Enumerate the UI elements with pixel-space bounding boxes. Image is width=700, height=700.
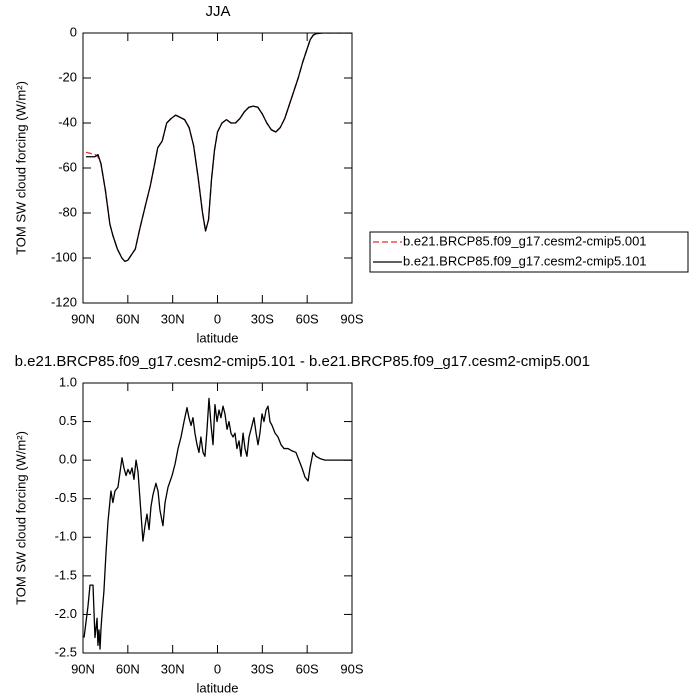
y-tick-label: -20	[58, 69, 77, 84]
series-line	[85, 33, 352, 263]
x-tick-label: 30N	[161, 311, 185, 326]
x-tick-label: 60N	[116, 661, 140, 676]
y-tick-label: -2.0	[55, 606, 77, 621]
plot-frame	[82, 32, 353, 304]
y-tick-label: -40	[58, 114, 77, 129]
x-tick-label: 60S	[296, 311, 319, 326]
x-axis-label: latitude	[197, 680, 239, 695]
y-axis-label: TOM SW cloud forcing (W/m²)	[13, 431, 28, 605]
legend-label: b.e21.BRCP85.f09_g17.cesm2-cmip5.101	[403, 253, 647, 268]
x-axis-label: latitude	[197, 330, 239, 345]
x-tick-label: 90N	[71, 311, 95, 326]
y-tick-label: 0	[70, 24, 77, 39]
y-tick-label: -60	[58, 159, 77, 174]
y-tick-label: -1.5	[55, 567, 77, 582]
x-tick-label: 90S	[340, 661, 363, 676]
x-tick-label: 30N	[161, 661, 185, 676]
x-tick-label: 90N	[71, 661, 95, 676]
y-tick-label: -1.0	[55, 529, 77, 544]
x-tick-label: 30S	[251, 661, 274, 676]
y-tick-label: -120	[51, 294, 77, 309]
x-tick-label: 30S	[251, 311, 274, 326]
x-tick-label: 60S	[296, 661, 319, 676]
plot-frame	[82, 382, 353, 654]
x-tick-label: 0	[214, 661, 221, 676]
x-tick-label: 90S	[340, 311, 363, 326]
y-tick-label: 1.0	[59, 374, 77, 389]
legend-box	[369, 231, 689, 273]
series-line	[83, 397, 352, 650]
y-tick-label: -100	[51, 249, 77, 264]
y-tick-label: 0.0	[59, 452, 77, 467]
x-tick-label: 0	[214, 311, 221, 326]
y-tick-label: 0.5	[59, 413, 77, 428]
chart-title: JJA	[205, 3, 230, 20]
y-tick-label: -0.5	[55, 490, 77, 505]
y-tick-label: -2.5	[55, 644, 77, 659]
y-tick-label: -80	[58, 204, 77, 219]
legend-label: b.e21.BRCP85.f09_g17.cesm2-cmip5.001	[403, 233, 647, 248]
series-line	[85, 33, 352, 263]
y-axis-label: TOM SW cloud forcing (W/m²)	[13, 81, 28, 255]
chart-title: b.e21.BRCP85.f09_g17.cesm2-cmip5.101 - b…	[15, 353, 590, 370]
x-tick-label: 60N	[116, 311, 140, 326]
